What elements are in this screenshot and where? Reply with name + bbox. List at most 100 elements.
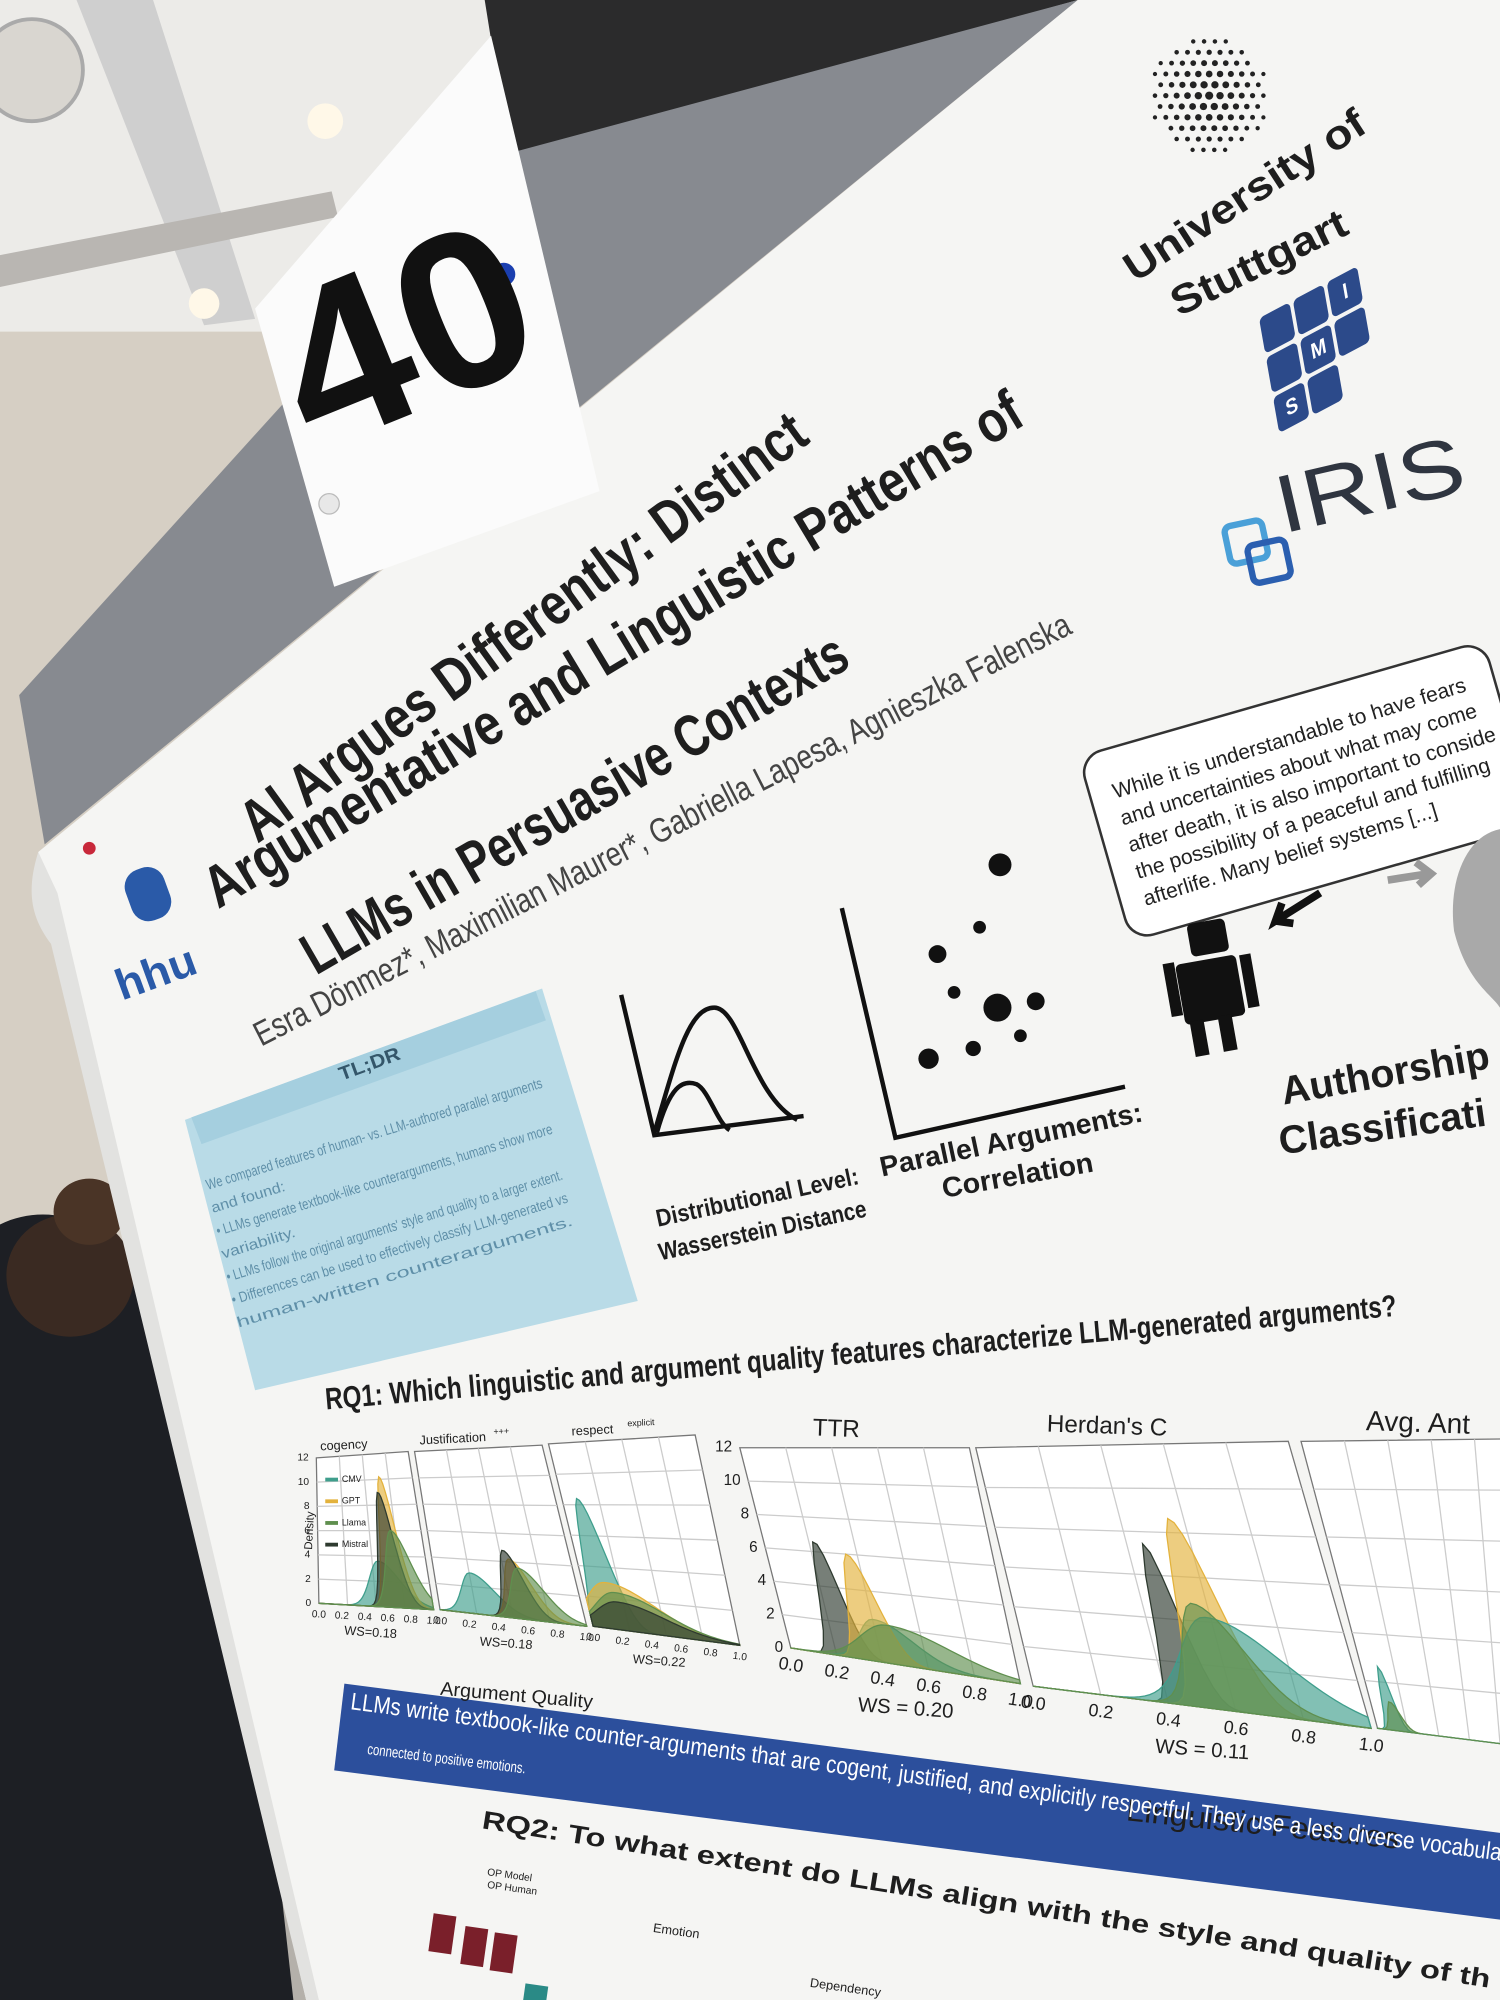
poster-curl xyxy=(31,852,319,2000)
legend-label: CMV xyxy=(342,1474,362,1484)
decoration xyxy=(965,1040,981,1057)
y-tick-label: 4 xyxy=(758,1572,767,1589)
logo-dot xyxy=(1152,71,1158,77)
y-tick-label: 0 xyxy=(306,1598,312,1609)
logo-dot xyxy=(1244,125,1250,131)
y-tick-label: 8 xyxy=(304,1501,310,1512)
logo-dot xyxy=(1189,81,1197,89)
logo-dot xyxy=(1244,82,1251,88)
x-tick-label: 0.6 xyxy=(380,1613,395,1625)
panel-title: Justification xyxy=(419,1429,486,1447)
logo-tile xyxy=(1273,383,1309,432)
x-tick-label: 0.8 xyxy=(403,1614,418,1626)
x-tick-label: 0.2 xyxy=(334,1610,349,1622)
grid-line xyxy=(773,1580,1004,1606)
figure-panels xyxy=(315,1434,1500,1745)
y-tick-label: 8 xyxy=(741,1506,750,1523)
logo-dot xyxy=(1205,113,1213,121)
tldr-header xyxy=(191,991,546,1145)
decoration xyxy=(1244,536,1294,586)
logo-dot xyxy=(1173,71,1180,77)
y-tick-label: 2 xyxy=(766,1606,775,1623)
logo-dot xyxy=(1174,50,1179,55)
legend-label: Llama xyxy=(342,1517,366,1527)
logo-tile xyxy=(1327,268,1363,317)
decoration xyxy=(652,1005,799,1134)
y-tick-label: 6 xyxy=(749,1539,758,1556)
logo-dot xyxy=(1238,71,1245,77)
human-silhouette xyxy=(1452,829,1500,1008)
logo-dot xyxy=(1250,71,1256,77)
panel-title: respect xyxy=(571,1421,614,1438)
x-tick-label: 1.0 xyxy=(1007,1688,1035,1712)
decoration xyxy=(1026,992,1045,1011)
robot-icon xyxy=(1162,918,1260,1057)
x-tick-label: 0.8 xyxy=(961,1681,989,1705)
logo-dot xyxy=(1163,93,1169,99)
logo-dot xyxy=(1184,92,1191,100)
logo-dot xyxy=(1200,125,1207,132)
logo-dot xyxy=(1189,125,1196,132)
x-tick-label: 0.4 xyxy=(869,1667,897,1691)
logo-dot xyxy=(1261,115,1266,120)
logo-dot xyxy=(1163,71,1169,77)
y-tick-label: 0 xyxy=(775,1639,784,1656)
panel-title: Herdan's C xyxy=(1046,1410,1167,1441)
logo-tile xyxy=(1293,286,1329,335)
rq2-bar xyxy=(428,1913,457,1955)
logo-dot xyxy=(1190,147,1195,153)
logo-dot xyxy=(1261,93,1266,98)
logo-tile xyxy=(1266,343,1302,392)
logo-dot xyxy=(1194,91,1203,100)
logo-tile xyxy=(1300,325,1336,374)
decoration xyxy=(1082,645,1500,937)
x-tick-label: 0.0 xyxy=(1020,1691,1047,1714)
vent xyxy=(0,17,85,124)
x-tick-label: 0.6 xyxy=(1223,1717,1250,1740)
legend-label: Mistral xyxy=(342,1539,368,1549)
grid-line xyxy=(748,1480,978,1488)
x-tick-label: 0.2 xyxy=(615,1635,631,1648)
logo-dot xyxy=(1255,82,1261,88)
logo-letter: M xyxy=(1309,333,1328,364)
axis-label: Density xyxy=(303,1511,317,1550)
grid-line xyxy=(1364,1679,1500,1694)
logo-dot xyxy=(1163,114,1169,120)
logo-dot xyxy=(1169,60,1174,66)
logo-dot xyxy=(1233,81,1240,88)
grid-line xyxy=(427,1529,565,1537)
logo-dot xyxy=(1255,126,1260,131)
logo-dot xyxy=(1206,49,1212,55)
ceiling-light xyxy=(188,288,220,319)
logo-dot xyxy=(1195,70,1202,78)
decoration xyxy=(1186,918,1229,957)
logo-dot xyxy=(1227,114,1234,121)
grid-line xyxy=(1313,1488,1500,1491)
x-tick-label: 1.0 xyxy=(732,1651,748,1664)
y-tick-label: 10 xyxy=(298,1477,310,1488)
pipe xyxy=(0,191,339,287)
takeaway-banner xyxy=(334,1683,1500,1920)
decoration xyxy=(1014,1029,1027,1043)
logo-dot xyxy=(1239,136,1244,142)
logo-dot xyxy=(1223,39,1228,44)
grid-line xyxy=(765,1547,995,1567)
x-tick-label: 0.0 xyxy=(432,1615,448,1628)
panel-title: Avg. Ant xyxy=(1366,1405,1471,1440)
decoration xyxy=(1217,1014,1238,1052)
density-curve xyxy=(589,1601,741,1647)
grid-line xyxy=(1326,1536,1500,1542)
logo-dot xyxy=(1239,50,1244,55)
x-tick-label: 0.8 xyxy=(550,1628,566,1641)
decoration xyxy=(928,945,947,964)
logo-tile xyxy=(1307,365,1343,414)
iris-logo-icon xyxy=(1221,517,1294,586)
logo-dot xyxy=(1261,71,1266,77)
decoration xyxy=(1175,955,1246,1025)
x-tick-label: 0.6 xyxy=(673,1643,689,1656)
logo-dot xyxy=(1228,136,1234,142)
grid-line xyxy=(418,1474,550,1479)
decoration xyxy=(918,1048,939,1069)
arrow xyxy=(1268,889,1323,931)
logo-tile xyxy=(1334,307,1370,356)
